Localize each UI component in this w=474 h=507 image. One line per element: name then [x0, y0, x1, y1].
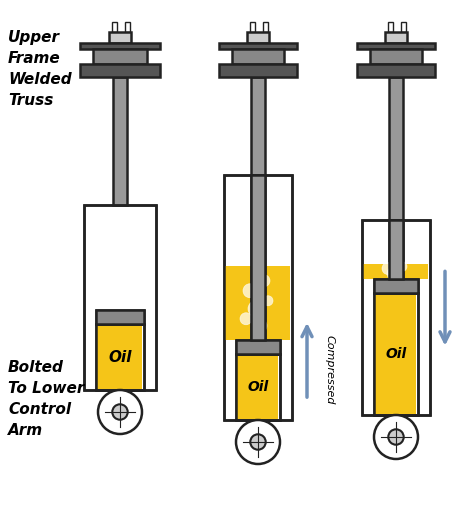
Bar	[224, 175, 292, 420]
Text: Oil: Oil	[108, 349, 132, 365]
Bar	[93, 49, 147, 64]
Circle shape	[243, 284, 257, 298]
Bar	[96, 324, 144, 390]
Circle shape	[240, 313, 252, 325]
Bar	[109, 32, 131, 43]
Bar	[251, 77, 265, 175]
Bar	[374, 293, 418, 415]
Circle shape	[248, 301, 264, 317]
Bar	[389, 220, 403, 278]
Bar	[251, 175, 265, 340]
Text: Compressed: Compressed	[325, 335, 335, 405]
Bar	[389, 77, 403, 220]
Bar	[96, 324, 144, 390]
Bar	[374, 278, 418, 293]
Bar	[219, 43, 297, 49]
Circle shape	[250, 434, 266, 450]
Circle shape	[253, 319, 267, 333]
Circle shape	[112, 404, 128, 420]
Circle shape	[236, 420, 280, 464]
Bar	[125, 22, 130, 32]
Bar	[374, 278, 418, 293]
Circle shape	[98, 390, 142, 434]
Circle shape	[397, 262, 407, 272]
Bar	[219, 64, 297, 77]
Circle shape	[387, 267, 401, 280]
Circle shape	[388, 429, 404, 445]
Bar	[80, 43, 160, 49]
Bar	[96, 310, 144, 324]
Bar	[236, 354, 280, 420]
Bar	[250, 22, 255, 32]
Bar	[232, 49, 284, 64]
Bar	[113, 77, 127, 205]
Circle shape	[382, 263, 394, 274]
Bar	[388, 22, 393, 32]
Bar	[251, 175, 265, 340]
Bar	[224, 175, 292, 420]
Bar	[84, 205, 156, 390]
Bar	[389, 220, 403, 278]
Bar	[357, 64, 435, 77]
Text: Bolted
To Lower
Control
Arm: Bolted To Lower Control Arm	[8, 360, 84, 438]
Bar	[237, 355, 279, 419]
Bar	[112, 22, 117, 32]
Text: Upper
Frame
Welded
Truss: Upper Frame Welded Truss	[8, 30, 72, 108]
Bar	[364, 264, 428, 278]
Bar	[401, 22, 406, 32]
Text: Oil: Oil	[385, 347, 407, 361]
Bar	[362, 220, 430, 415]
Bar	[375, 294, 417, 414]
Circle shape	[374, 415, 418, 459]
Circle shape	[258, 275, 270, 287]
Bar	[247, 32, 269, 43]
Bar	[374, 293, 418, 415]
Bar	[96, 310, 144, 324]
Bar	[80, 64, 160, 77]
Bar	[385, 32, 407, 43]
Bar	[84, 205, 156, 390]
Bar	[370, 49, 422, 64]
Bar	[263, 22, 268, 32]
Bar	[362, 220, 430, 415]
Text: Oil: Oil	[247, 380, 269, 394]
Bar	[236, 354, 280, 420]
Bar	[98, 325, 143, 389]
Bar	[236, 340, 280, 354]
Bar	[236, 340, 280, 354]
Bar	[357, 43, 435, 49]
Bar	[226, 266, 291, 340]
Circle shape	[263, 296, 273, 306]
